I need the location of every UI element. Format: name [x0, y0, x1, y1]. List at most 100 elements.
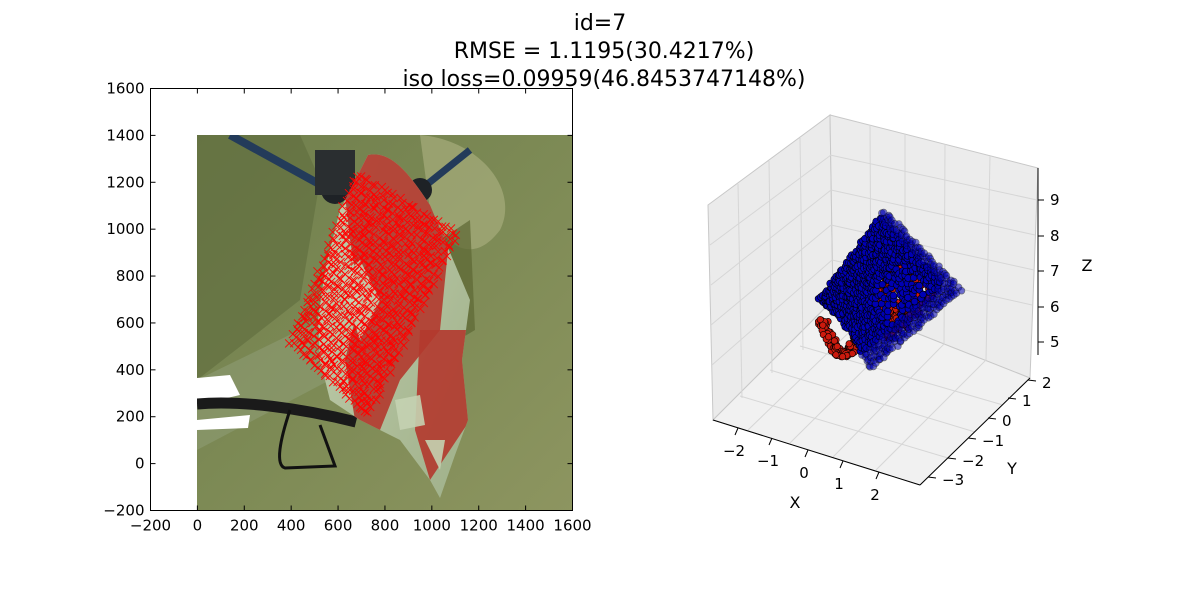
image-y-tick-label: 800 — [116, 267, 145, 285]
x-marker — [355, 221, 364, 231]
x-marker — [344, 369, 353, 379]
x-marker — [382, 346, 392, 356]
x-marker — [385, 248, 395, 258]
x-marker — [383, 309, 392, 319]
x-marker — [397, 332, 407, 341]
image-x-tick-label: 400 — [277, 517, 306, 535]
x-marker — [444, 240, 454, 250]
x-marker — [326, 321, 336, 331]
x-marker — [405, 289, 414, 299]
x-marker — [307, 284, 317, 294]
x-marker — [347, 239, 356, 249]
x-marker — [394, 301, 404, 310]
x-marker — [356, 326, 366, 336]
x-marker — [317, 277, 327, 287]
x-marker — [364, 243, 373, 253]
x-marker — [324, 316, 333, 326]
x-marker — [400, 232, 409, 242]
z-tick-label: 9 — [1050, 191, 1060, 209]
x-marker — [357, 182, 366, 192]
x-marker — [388, 209, 398, 218]
x-marker — [415, 304, 425, 314]
x-marker — [340, 311, 350, 320]
x-marker — [348, 354, 358, 364]
x-marker — [360, 209, 369, 219]
x-marker — [362, 392, 372, 402]
x-marker — [359, 182, 369, 192]
x-marker — [328, 305, 337, 314]
x-marker — [426, 258, 436, 268]
point-blue — [915, 281, 923, 290]
x-marker — [359, 387, 368, 396]
point-blue — [878, 280, 887, 289]
x-marker — [363, 218, 373, 227]
x-marker — [412, 294, 422, 304]
x-marker — [344, 290, 353, 300]
image-axes-frame — [150, 88, 573, 511]
x-marker — [327, 302, 337, 312]
x-marker — [424, 222, 434, 232]
point-blue — [942, 271, 951, 280]
x-marker — [372, 319, 382, 328]
x-marker — [365, 251, 375, 261]
y-axis-label: Y — [1006, 459, 1017, 478]
x-marker — [413, 268, 423, 278]
image-x-tick-label: 200 — [230, 517, 259, 535]
x-marker — [366, 316, 375, 326]
x-marker — [387, 259, 396, 269]
x-marker — [398, 291, 407, 301]
x-marker — [320, 323, 329, 333]
x-marker — [339, 357, 349, 366]
x-marker — [354, 280, 364, 289]
x-marker — [357, 238, 367, 248]
x-marker — [358, 375, 367, 385]
x-marker — [410, 303, 420, 312]
x-marker — [355, 245, 364, 254]
image-x-tick-label: 1200 — [460, 517, 498, 535]
image-x-tick-label: 1600 — [553, 517, 591, 535]
x-marker — [313, 274, 323, 284]
x-marker — [376, 359, 386, 369]
x-marker — [424, 286, 434, 295]
x-marker — [389, 304, 398, 314]
x-marker — [379, 195, 389, 205]
point-red — [845, 340, 853, 348]
x-marker — [341, 342, 351, 351]
x-marker — [415, 215, 424, 225]
x-tick-label: 1 — [834, 475, 844, 493]
image-y-tick-label: 1000 — [106, 220, 144, 238]
x-marker — [344, 334, 353, 344]
x-marker — [364, 227, 374, 236]
x-marker — [325, 354, 335, 364]
image-y-tick-label: 1200 — [106, 173, 144, 191]
y-tick — [967, 437, 977, 440]
x-marker — [345, 385, 355, 395]
x-tick — [839, 460, 844, 469]
x-marker — [401, 268, 411, 277]
x-marker — [379, 342, 389, 352]
x-marker — [380, 281, 390, 290]
x-marker — [333, 335, 343, 345]
marker-overlay — [284, 172, 461, 417]
image-y-tick-label: 1400 — [106, 126, 144, 144]
x-marker — [402, 305, 412, 315]
x-marker — [385, 320, 394, 330]
x-marker — [329, 341, 339, 350]
x-marker — [426, 251, 436, 261]
x-marker — [386, 359, 396, 369]
x-marker — [406, 279, 416, 289]
x-marker — [358, 274, 368, 283]
x-marker — [305, 328, 315, 338]
x-marker — [326, 243, 336, 253]
x-marker — [351, 306, 361, 315]
x-marker — [446, 224, 456, 233]
title-line-id: id=7 — [574, 11, 627, 36]
y-tick-label: −2 — [962, 452, 984, 470]
x-marker — [352, 287, 362, 297]
x-marker — [437, 222, 447, 231]
x-marker — [349, 346, 358, 356]
x-marker — [396, 193, 405, 203]
x-marker — [434, 263, 444, 272]
x-marker — [368, 271, 378, 280]
